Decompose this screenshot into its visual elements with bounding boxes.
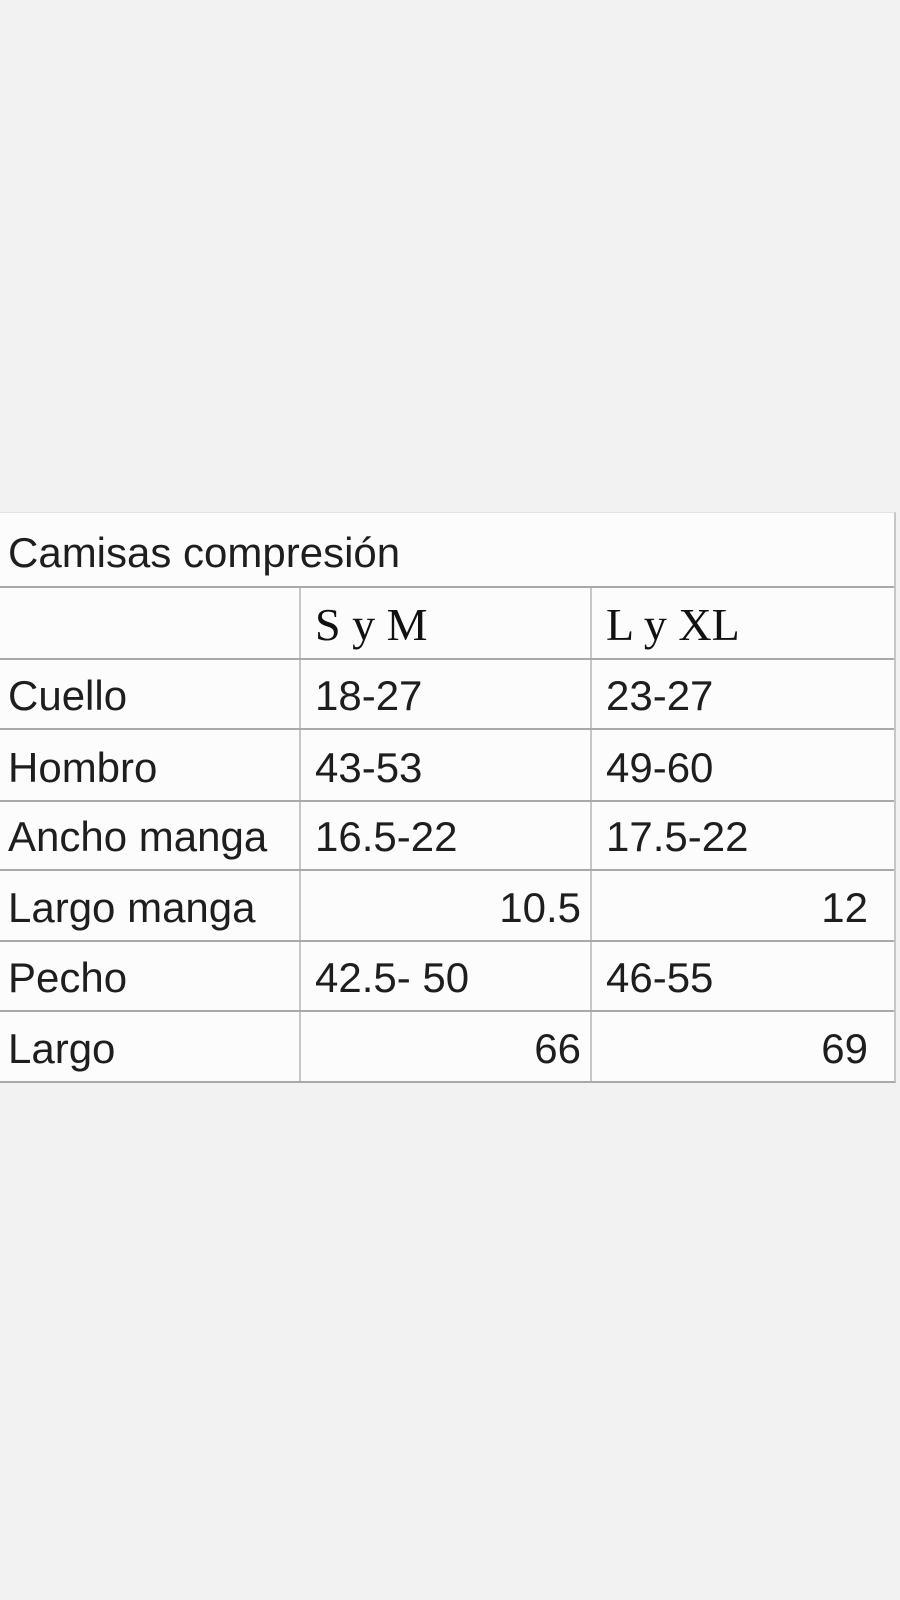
- table-header-row: S y M L y XL: [0, 586, 894, 658]
- table-row-pecho: Pecho 42.5- 50 46-55: [0, 940, 894, 1010]
- cell-l-xl: 49-60: [590, 730, 894, 800]
- table-row-hombro: Hombro 43-53 49-60: [0, 728, 894, 800]
- cell-s-m: 43-53: [299, 730, 590, 800]
- header-s-y-m: S y M: [299, 588, 590, 658]
- cell-s-m: 16.5-22: [299, 802, 590, 869]
- cell-s-m: 18-27: [299, 660, 590, 728]
- row-label: Cuello: [8, 672, 128, 719]
- table-title-row: Camisas compresión: [0, 513, 894, 586]
- row-label: Pecho: [8, 954, 128, 1001]
- table-row-largo: Largo 66 69: [0, 1010, 894, 1081]
- header-empty-cell: [0, 588, 299, 658]
- table-title: Camisas compresión: [8, 529, 401, 576]
- size-chart-table: Camisas compresión S y M L y XL Cuello 1…: [0, 512, 896, 1083]
- row-label: Largo: [8, 1025, 116, 1072]
- row-label: Largo manga: [8, 884, 256, 931]
- cell-l-xl: 12: [590, 871, 894, 940]
- cell-l-xl: 23-27: [590, 660, 894, 728]
- cell-l-xl: 69: [590, 1012, 894, 1081]
- cell-l-xl: 17.5-22: [590, 802, 894, 869]
- row-label: Hombro: [8, 744, 158, 791]
- cell-s-m: 42.5- 50: [299, 942, 590, 1010]
- table-row-largo-manga: Largo manga 10.5 12: [0, 869, 894, 940]
- header-l-y-xl: L y XL: [590, 588, 894, 658]
- cell-l-xl: 46-55: [590, 942, 894, 1010]
- table-row-ancho-manga: Ancho manga 16.5-22 17.5-22: [0, 800, 894, 869]
- cell-s-m: 66: [299, 1012, 590, 1081]
- table-row-cuello: Cuello 18-27 23-27: [0, 658, 894, 728]
- cell-s-m: 10.5: [299, 871, 590, 940]
- row-label: Ancho manga: [8, 813, 268, 860]
